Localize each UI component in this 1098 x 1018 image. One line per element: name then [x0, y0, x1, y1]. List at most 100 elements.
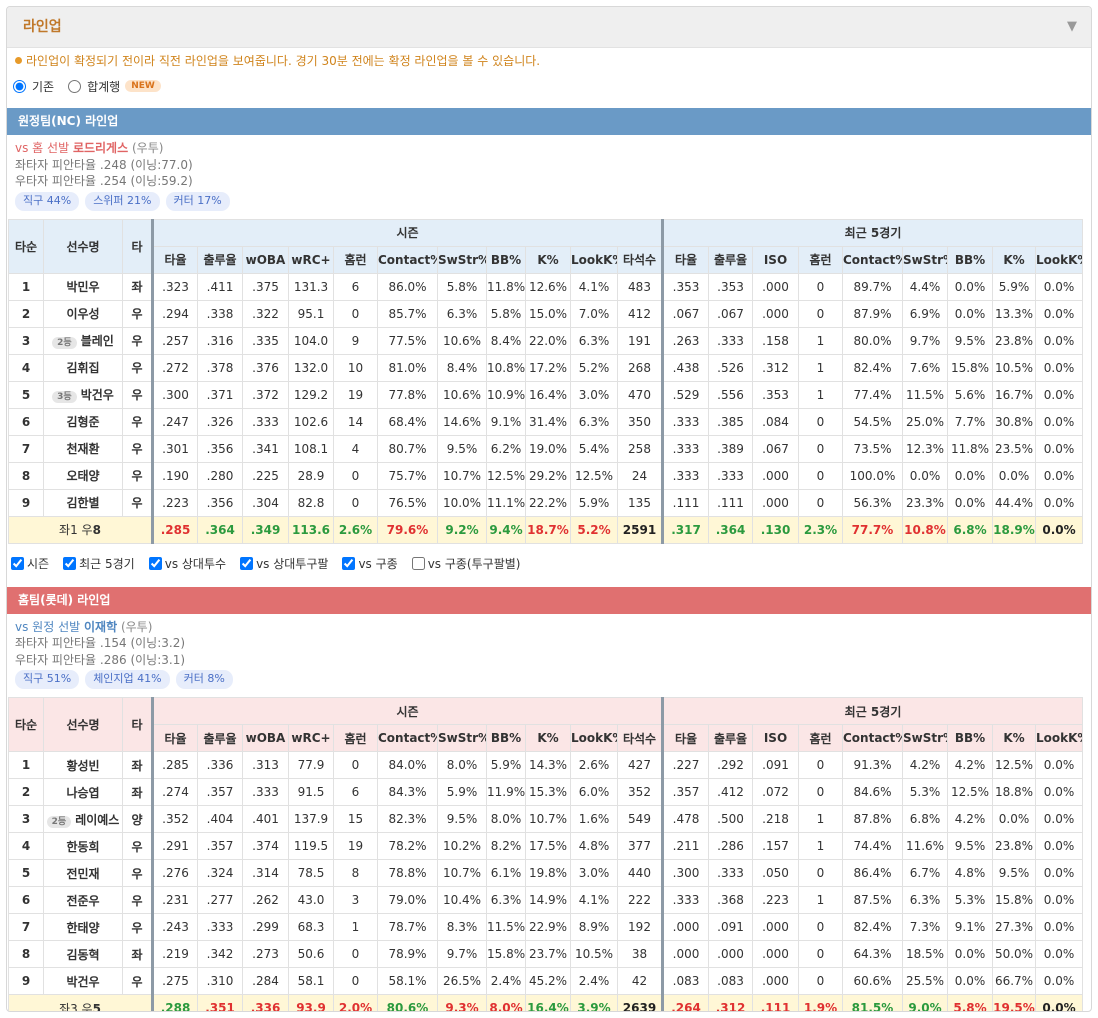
order-cell: 4: [8, 832, 44, 860]
view-option[interactable]: 기존: [13, 78, 54, 95]
view-radio[interactable]: [13, 79, 26, 93]
col-header: 출루율: [708, 245, 753, 274]
col-header: 타석수: [617, 724, 663, 752]
stat-cell: 22.2%: [525, 488, 571, 517]
name-cell[interactable]: 한동희: [43, 832, 123, 860]
stat-cell: 6.0%: [570, 778, 618, 806]
filter-option[interactable]: vs 구종(투구팔별): [411, 555, 520, 572]
filter-checkbox[interactable]: [11, 557, 24, 570]
stat-cell: .374: [242, 832, 289, 860]
name-cell[interactable]: 김한별: [43, 488, 123, 517]
total-cell: 10.8%: [902, 515, 948, 544]
stat-cell: 9.5%: [947, 326, 993, 355]
stat-cell: .083: [708, 967, 753, 995]
name-cell[interactable]: 김형준: [43, 407, 123, 436]
stat-cell: 24: [617, 461, 663, 490]
total-cell: 2.6%: [333, 515, 378, 544]
name-cell[interactable]: 천재환: [43, 434, 123, 463]
stat-cell: .000: [752, 272, 799, 301]
name-cell[interactable]: 박민우: [43, 272, 123, 301]
stat-cell: 0.0%: [1034, 913, 1084, 941]
filter-checkbox[interactable]: [148, 557, 162, 570]
filter-checkbox[interactable]: [63, 557, 77, 570]
total-cell: 2.3%: [798, 515, 843, 544]
order-cell: 9: [8, 967, 44, 995]
player-name: 레이예스: [75, 812, 120, 827]
stat-cell: 82.4%: [842, 353, 903, 382]
col-header: 홈런: [798, 245, 843, 274]
stat-cell: 7.3%: [902, 913, 948, 941]
panel-header[interactable]: 라인업 ▼: [7, 7, 1091, 48]
col-header: LookK%: [1034, 724, 1084, 752]
name-cell[interactable]: 전준우: [43, 886, 123, 914]
filter-checkbox[interactable]: [411, 557, 425, 570]
name-cell[interactable]: 김휘집: [43, 353, 123, 382]
stat-cell: 11.5%: [902, 380, 948, 409]
stat-cell: .324: [197, 859, 243, 887]
col-header: Contact%: [842, 245, 903, 274]
stat-cell: .067: [708, 299, 753, 328]
stat-cell: 89.7%: [842, 272, 903, 301]
stat-cell: .000: [752, 299, 799, 328]
total-cell: .336: [242, 994, 289, 1011]
name-cell[interactable]: 박건우: [43, 967, 123, 995]
name-cell[interactable]: 이우성: [43, 299, 123, 328]
stat-cell: 77.8%: [377, 380, 438, 409]
name-cell[interactable]: 2등 블레인: [43, 326, 123, 355]
name-cell[interactable]: 황성빈: [43, 751, 123, 779]
total-cell: .351: [197, 994, 243, 1011]
col-header: ISO: [752, 245, 799, 274]
stat-cell: 0.0%: [1034, 353, 1084, 382]
pitch-mix: 직구 51% 체인지업 41% 커터 8%: [15, 670, 1083, 689]
name-cell[interactable]: 전민재: [43, 859, 123, 887]
stat-cell: 2.4%: [570, 967, 618, 995]
stat-cell: 78.2%: [377, 832, 438, 860]
collapse-arrow[interactable]: ▼: [1067, 19, 1077, 34]
filter-option[interactable]: vs 구종: [342, 555, 398, 572]
name-cell[interactable]: 3등 박건우: [43, 380, 123, 409]
name-cell[interactable]: 한태양: [43, 913, 123, 941]
name-cell[interactable]: 나승엽: [43, 778, 123, 806]
name-cell[interactable]: 김동혁: [43, 940, 123, 968]
stat-cell: 8.0%: [486, 805, 526, 833]
stat-cell: .275: [151, 967, 198, 995]
name-cell[interactable]: 2등 레이예스: [43, 805, 123, 833]
filter-option[interactable]: vs 상대투수: [148, 555, 226, 572]
stat-cell: 1: [798, 353, 843, 382]
view-option[interactable]: 합계행 NEW: [68, 78, 161, 95]
pitcher-name[interactable]: 이재학: [83, 619, 118, 634]
player-name: 전준우: [66, 893, 100, 908]
filter-option[interactable]: 최근 5경기: [63, 555, 135, 572]
total-label-text: 좌3 우: [59, 1001, 93, 1012]
view-radio[interactable]: [68, 79, 82, 93]
name-cell[interactable]: 오태양: [43, 461, 123, 490]
player-name: 박민우: [66, 280, 100, 294]
stat-cell: .000: [661, 913, 709, 941]
stat-cell: 549: [617, 805, 663, 833]
stat-cell: 0: [798, 778, 843, 806]
stat-cell: 30.8%: [992, 407, 1036, 436]
stat-cell: 12.5%: [486, 461, 526, 490]
stat-cell: 4.1%: [570, 886, 618, 914]
pitcher-line: vs 홈 선발 로드리게스 (우투): [15, 140, 1083, 157]
col-header-row: 타율출루율wOBAwRC+홈런Contact%SwStr%BB%K%LookK%…: [9, 724, 1084, 752]
stat-cell: .301: [151, 434, 198, 463]
stat-cell: 14.9%: [525, 886, 571, 914]
stat-cell: 17.5%: [525, 832, 571, 860]
pitcher-name[interactable]: 로드리게스: [72, 141, 129, 155]
filter-checkbox[interactable]: [342, 557, 356, 570]
filter-option[interactable]: vs 상대투구팔: [240, 555, 328, 572]
stat-cell: .218: [752, 805, 799, 833]
stat-cell: 26.5%: [437, 967, 487, 995]
stat-cell: 86.4%: [842, 859, 903, 887]
stat-cell: 79.0%: [377, 886, 438, 914]
filter-checkbox[interactable]: [240, 557, 254, 570]
filter-option[interactable]: 시즌: [11, 555, 49, 572]
stat-cell: 4.2%: [947, 751, 993, 779]
order-cell: 3: [8, 326, 44, 355]
player-name: 김한별: [66, 496, 100, 510]
team-bar: 원정팀(NC) 라인업: [7, 108, 1091, 135]
stat-cell: 84.0%: [377, 751, 438, 779]
stat-cell: .356: [197, 488, 243, 517]
